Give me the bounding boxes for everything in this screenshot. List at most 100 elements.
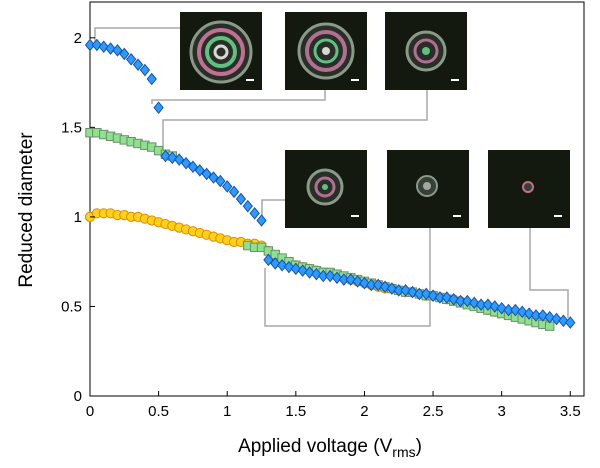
marker (475, 298, 487, 311)
marker (352, 275, 363, 288)
connector (151, 90, 326, 104)
y-axis-label: Reduced diameter (16, 132, 37, 288)
x-tick-label: 3.5 (560, 403, 581, 420)
marker (345, 273, 356, 286)
marker (139, 63, 151, 77)
marker (407, 285, 418, 299)
marker (530, 309, 542, 322)
inset-image (285, 150, 367, 228)
marker (503, 303, 514, 317)
y-tick-label: 1 (74, 209, 82, 226)
x-label-suffix: ) (416, 436, 422, 457)
marker (180, 156, 192, 170)
marker (565, 316, 576, 329)
marker (558, 314, 569, 328)
marker (379, 280, 391, 294)
marker (455, 294, 466, 308)
marker (421, 287, 432, 301)
y-tick-label: 1.5 (61, 119, 82, 136)
marker (496, 301, 507, 315)
marker (98, 40, 109, 54)
marker (544, 310, 555, 324)
inset-image (387, 150, 469, 228)
marker (270, 257, 281, 270)
marker (386, 282, 398, 295)
marker (510, 303, 521, 317)
y-tick-label: 0 (74, 388, 82, 405)
connector (94, 27, 180, 44)
inset-image (285, 12, 367, 90)
marker (517, 305, 528, 319)
marker (228, 185, 240, 199)
x-tick-label: 0.5 (148, 403, 169, 420)
marker (187, 160, 199, 174)
marker (201, 167, 212, 181)
marker (338, 273, 350, 286)
marker (174, 153, 185, 166)
marker (283, 260, 295, 274)
x-axis-label: Applied voltage (Vrms) (238, 436, 422, 460)
marker (414, 287, 425, 301)
marker (523, 307, 535, 320)
marker (366, 278, 377, 292)
marker (297, 264, 308, 277)
marker (318, 269, 329, 283)
connector (261, 199, 285, 222)
marker (235, 192, 247, 206)
marker (105, 42, 116, 55)
inset-image (180, 12, 262, 90)
marker (290, 262, 301, 276)
x-tick-label: 2 (360, 403, 368, 420)
marker (324, 269, 336, 283)
data-marks (84, 38, 576, 331)
marker (448, 293, 459, 306)
marker (256, 214, 267, 227)
inset-image (385, 12, 467, 90)
y-tick-label: 0.5 (61, 298, 82, 315)
x-tick-label: 2.5 (423, 403, 444, 420)
marker (249, 207, 260, 220)
marker (153, 101, 164, 114)
marker (537, 309, 548, 322)
marker (132, 58, 144, 71)
marker (359, 276, 370, 290)
marker (91, 38, 103, 52)
x-tick-label: 3 (497, 403, 505, 420)
connector (264, 228, 431, 327)
marker (489, 300, 500, 313)
marker (126, 53, 137, 66)
marker (393, 284, 404, 297)
marker (331, 271, 343, 285)
connector (529, 228, 569, 318)
marker (112, 44, 123, 57)
marker (373, 278, 384, 292)
marker (311, 267, 322, 281)
x-label-text: Applied voltage (V (238, 436, 393, 457)
marker (215, 174, 226, 188)
connector (162, 90, 428, 155)
y-tick-label: 2 (74, 30, 82, 47)
marker (427, 289, 439, 302)
marker (160, 149, 171, 163)
marker (222, 180, 233, 193)
marker (119, 47, 130, 61)
marker (146, 72, 157, 86)
marker (263, 253, 274, 267)
inset-image (488, 150, 570, 228)
insets (180, 12, 570, 228)
x-label-subscript: rms (392, 444, 415, 460)
marker (208, 171, 219, 184)
connectors (94, 27, 569, 327)
marker (551, 312, 562, 326)
marker (434, 291, 446, 304)
marker (462, 294, 473, 308)
marker (194, 164, 205, 177)
marker (304, 266, 315, 279)
marker (400, 284, 411, 297)
marker (242, 199, 253, 213)
marker (441, 291, 452, 304)
x-tick-label: 1 (223, 403, 231, 420)
x-tick-label: 0 (86, 403, 94, 420)
marker (469, 296, 480, 310)
